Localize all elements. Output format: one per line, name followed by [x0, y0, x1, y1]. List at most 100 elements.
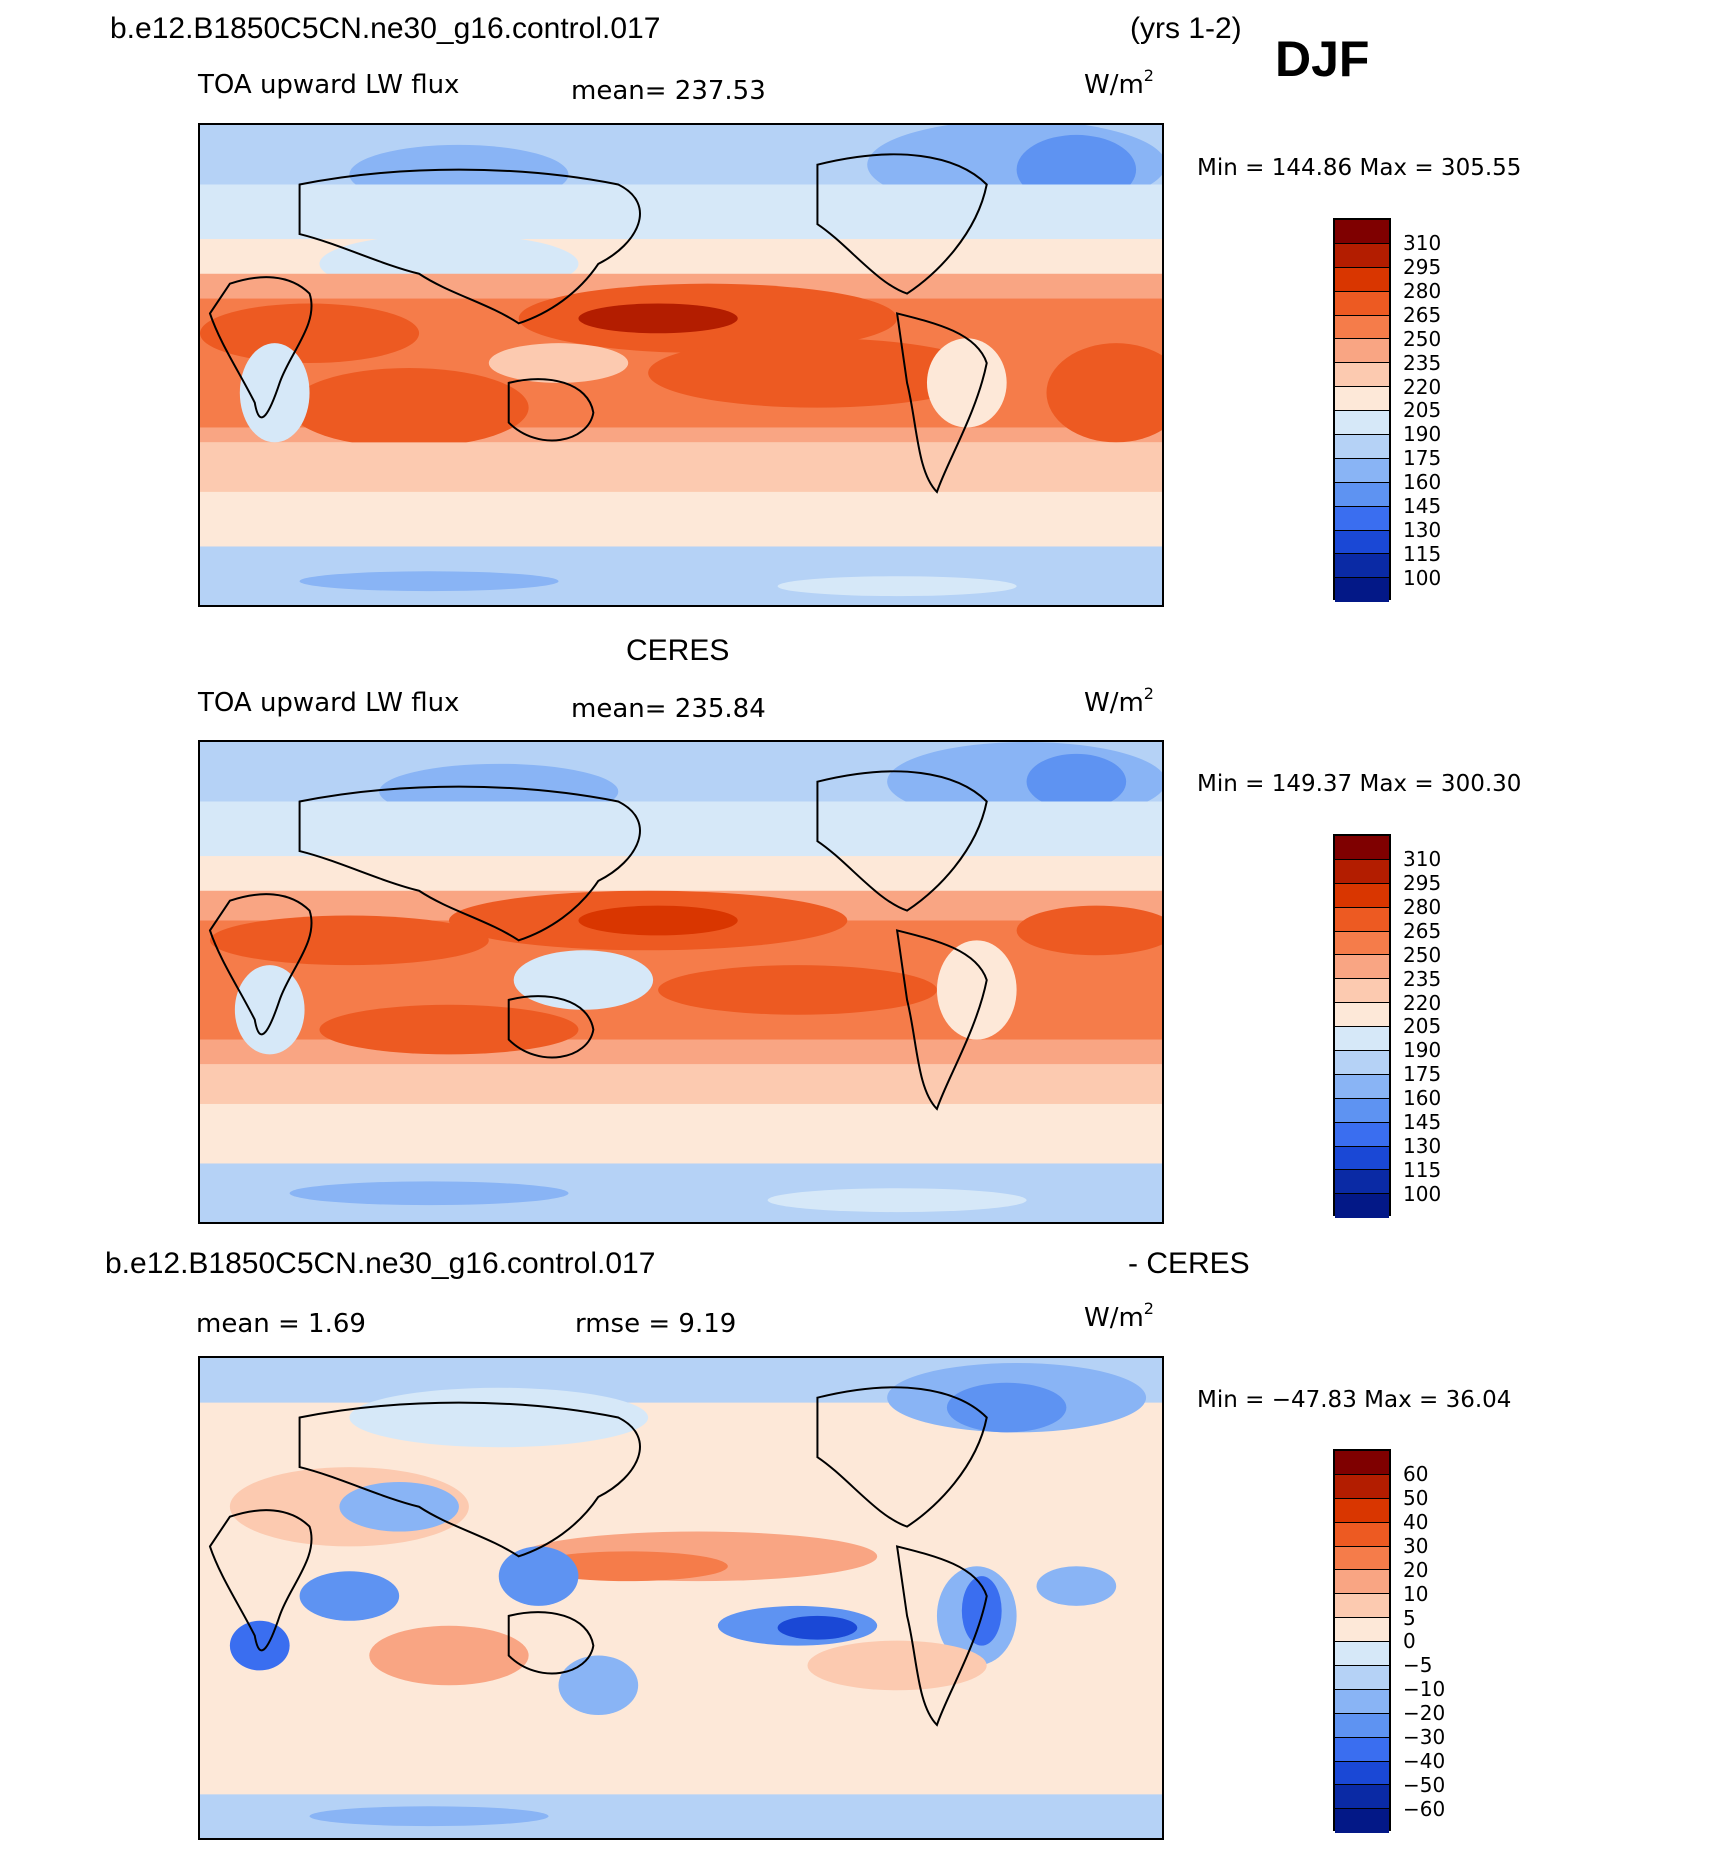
colorbar-swatch [1335, 979, 1389, 1004]
colorbar-label: 265 [1403, 919, 1442, 943]
colorbar-swatch [1335, 1522, 1389, 1547]
panel2-variable: TOA upward LW flux [198, 688, 460, 718]
season-label: DJF [1275, 31, 1370, 87]
colorbar-label: 60 [1403, 1462, 1429, 1486]
colorbar-swatch [1335, 1809, 1389, 1834]
colorbar-swatch [1335, 458, 1389, 483]
colorbar-swatch [1335, 1451, 1389, 1475]
colorbar-swatch [1335, 411, 1389, 436]
colorbar-swatch [1335, 315, 1389, 340]
colorbar-swatch [1335, 1074, 1389, 1099]
colorbar-swatch [1335, 836, 1389, 860]
colorbar-label: 235 [1403, 351, 1442, 375]
colorbar-swatch [1335, 1761, 1389, 1786]
panel2-mean: mean= 235.84 [571, 694, 766, 724]
colorbar-label: 190 [1403, 422, 1442, 446]
colorbar-label: −5 [1403, 1653, 1433, 1677]
colorbar-swatch [1335, 220, 1389, 244]
colorbar-label: 295 [1403, 255, 1442, 279]
colorbar-swatch [1335, 530, 1389, 555]
colorbar-swatch [1335, 1051, 1389, 1075]
colorbar-swatch [1335, 482, 1389, 507]
colorbar-swatch [1335, 363, 1389, 388]
panel2-minmax: Min = 149.37 Max = 300.30 [1197, 771, 1522, 797]
colorbar-label: 5 [1403, 1606, 1416, 1630]
colorbar-swatch [1335, 1546, 1389, 1571]
colorbar-label: 130 [1403, 1134, 1442, 1158]
colorbar-label: 235 [1403, 967, 1442, 991]
colorbar-label: 310 [1403, 847, 1442, 871]
colorbar-label: 190 [1403, 1038, 1442, 1062]
colorbar-label: 250 [1403, 327, 1442, 351]
colorbar-swatch [1335, 955, 1389, 980]
colorbar-label: −60 [1403, 1797, 1446, 1821]
colorbar-label: 220 [1403, 991, 1442, 1015]
panel3-minmax: Min = −47.83 Max = 36.04 [1197, 1387, 1512, 1413]
colorbar-label: −10 [1403, 1677, 1446, 1701]
colorbar-label: 205 [1403, 1014, 1442, 1038]
colorbar-swatch [1335, 1689, 1389, 1714]
colorbar-swatch [1335, 1737, 1389, 1762]
colorbar-swatch [1335, 883, 1389, 908]
colorbar-swatch [1335, 339, 1389, 364]
colorbar-label: −20 [1403, 1701, 1446, 1725]
panel3-map [198, 1356, 1164, 1840]
colorbar-label: 115 [1403, 1158, 1442, 1182]
panel1-variable: TOA upward LW flux [198, 70, 460, 100]
colorbar-swatch [1335, 1785, 1389, 1810]
panel2-map [198, 740, 1164, 1224]
panel1-units: W/m2 [1084, 66, 1154, 100]
colorbar-swatch [1335, 1498, 1389, 1523]
colorbar-swatch [1335, 1027, 1389, 1052]
colorbar-label: 130 [1403, 518, 1442, 542]
colorbar-label: 10 [1403, 1582, 1429, 1606]
colorbar-label: 175 [1403, 446, 1442, 470]
colorbar-label: 30 [1403, 1534, 1429, 1558]
colorbar-label: 0 [1403, 1629, 1416, 1653]
panel3-units: W/m2 [1084, 1299, 1154, 1333]
colorbar-label: 250 [1403, 943, 1442, 967]
colorbar-label: 280 [1403, 895, 1442, 919]
colorbar-label: 280 [1403, 279, 1442, 303]
colorbar-label: 145 [1403, 494, 1442, 518]
years-label: (yrs 1-2) [1130, 12, 1242, 45]
colorbar-swatch [1335, 267, 1389, 292]
colorbar-swatch [1335, 931, 1389, 956]
panel1-minmax: Min = 144.86 Max = 305.55 [1197, 155, 1522, 181]
colorbar-swatch [1335, 1003, 1389, 1028]
colorbar-label: 220 [1403, 375, 1442, 399]
colorbar-label: 310 [1403, 231, 1442, 255]
colorbar-swatch [1335, 291, 1389, 316]
colorbar-label: 295 [1403, 871, 1442, 895]
colorbar-label: 115 [1403, 542, 1442, 566]
colorbar-swatch [1335, 1122, 1389, 1147]
colorbar-swatch [1335, 387, 1389, 412]
colorbar-label: −40 [1403, 1749, 1446, 1773]
colorbar-label: 145 [1403, 1110, 1442, 1134]
colorbar-swatch [1335, 1618, 1389, 1643]
panel3-rmse: rmse = 9.19 [575, 1309, 737, 1339]
colorbar-label: 40 [1403, 1510, 1429, 1534]
colorbar-label: 20 [1403, 1558, 1429, 1582]
panel2-subtitle: CERES [626, 634, 730, 667]
colorbar-swatch [1335, 1170, 1389, 1195]
panel3-mean: mean = 1.69 [196, 1309, 366, 1339]
colorbar-swatch [1335, 578, 1389, 603]
panel2-units: W/m2 [1084, 684, 1154, 718]
colorbar-label: 175 [1403, 1062, 1442, 1086]
colorbar-swatch [1335, 1098, 1389, 1123]
panel1-colorbar [1333, 218, 1391, 603]
colorbar-swatch [1335, 243, 1389, 268]
colorbar-label: 265 [1403, 303, 1442, 327]
colorbar-swatch [1335, 1594, 1389, 1619]
colorbar-label: 100 [1403, 566, 1442, 590]
panel3-subtitle-right: - CERES [1128, 1247, 1250, 1280]
colorbar-swatch [1335, 859, 1389, 884]
panel1-map [198, 123, 1164, 607]
colorbar-swatch [1335, 435, 1389, 459]
panel2-colorbar [1333, 834, 1391, 1219]
colorbar-label: 50 [1403, 1486, 1429, 1510]
colorbar-swatch [1335, 506, 1389, 531]
colorbar-swatch [1335, 554, 1389, 579]
colorbar-swatch [1335, 907, 1389, 932]
